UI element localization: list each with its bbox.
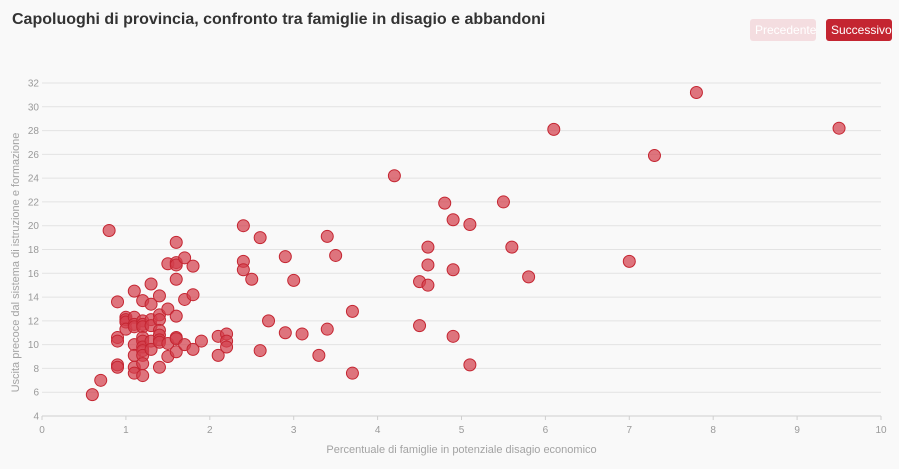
y-axis-title: Uscita precoce dal sistema di istruzione… — [10, 133, 22, 393]
data-point — [186, 259, 200, 273]
data-point — [463, 358, 477, 372]
data-point — [144, 342, 158, 356]
data-point — [144, 297, 158, 311]
x-tick-label: 8 — [710, 425, 716, 436]
data-point — [161, 302, 175, 316]
x-tick-label: 1 — [123, 425, 129, 436]
data-point — [547, 122, 561, 136]
data-point — [496, 195, 510, 209]
data-point — [169, 272, 183, 286]
data-point — [832, 121, 846, 135]
data-point — [236, 219, 250, 233]
data-point — [262, 314, 276, 328]
y-tick-label: 30 — [28, 102, 40, 113]
data-point — [102, 223, 116, 237]
data-point — [152, 360, 166, 374]
data-point — [111, 360, 125, 374]
data-point — [647, 149, 661, 163]
data-point — [220, 340, 234, 354]
data-point — [136, 357, 150, 371]
data-point — [186, 342, 200, 356]
data-point — [522, 270, 536, 284]
data-point — [345, 304, 359, 318]
data-point — [446, 213, 460, 227]
y-tick-label: 24 — [28, 174, 40, 185]
next-button[interactable]: Successivo — [826, 19, 892, 41]
data-point — [178, 251, 192, 265]
data-point — [278, 326, 292, 340]
data-point — [127, 284, 141, 298]
data-point — [320, 229, 334, 243]
x-tick-label: 7 — [627, 425, 633, 436]
y-tick-label: 6 — [33, 388, 39, 399]
y-tick-label: 16 — [28, 269, 40, 280]
y-tick-label: 22 — [28, 197, 40, 208]
data-point — [329, 248, 343, 262]
data-point — [413, 319, 427, 333]
data-point — [622, 254, 636, 268]
y-tick-label: 8 — [33, 364, 39, 375]
data-point — [345, 366, 359, 380]
data-point — [421, 278, 435, 292]
data-point — [312, 348, 326, 362]
x-tick-label: 0 — [39, 425, 45, 436]
data-point — [278, 250, 292, 264]
y-tick-label: 4 — [33, 412, 39, 423]
data-point — [387, 169, 401, 183]
data-point — [169, 345, 183, 359]
data-point — [136, 369, 150, 383]
data-point — [245, 272, 259, 286]
x-tick-label: 6 — [543, 425, 549, 436]
y-tick-label: 14 — [28, 293, 40, 304]
y-tick-label: 32 — [28, 79, 40, 90]
data-point — [236, 263, 250, 277]
data-point — [438, 196, 452, 210]
data-point — [111, 334, 125, 348]
x-tick-label: 4 — [375, 425, 381, 436]
y-tick-label: 10 — [28, 340, 40, 351]
data-point — [446, 263, 460, 277]
data-point — [111, 295, 125, 309]
data-point — [169, 309, 183, 323]
data-point — [320, 322, 334, 336]
chart-title: Capoluoghi di provincia, confronto tra f… — [12, 11, 546, 28]
data-point — [152, 289, 166, 303]
x-tick-label: 5 — [459, 425, 465, 436]
y-tick-label: 28 — [28, 126, 40, 137]
data-point — [169, 258, 183, 272]
data-point — [169, 235, 183, 249]
data-point — [211, 348, 225, 362]
y-tick-label: 18 — [28, 245, 40, 256]
data-point — [253, 344, 267, 358]
data-point — [446, 329, 460, 343]
x-tick-label: 9 — [794, 425, 800, 436]
data-point — [253, 231, 267, 245]
data-point — [421, 240, 435, 254]
x-tick-label: 10 — [875, 425, 887, 436]
previous-button[interactable]: Precedente — [750, 19, 816, 41]
data-point — [85, 388, 99, 402]
grid-lines — [42, 82, 881, 417]
y-tick-label: 26 — [28, 150, 40, 161]
x-axis-title: Percentuale di famiglie in potenziale di… — [326, 444, 596, 456]
data-point — [287, 273, 301, 287]
data-point — [463, 218, 477, 232]
data-point — [186, 288, 200, 302]
x-tick-label: 3 — [291, 425, 297, 436]
data-point — [94, 373, 108, 387]
data-point — [152, 313, 166, 327]
data-point — [144, 277, 158, 291]
data-point — [505, 240, 519, 254]
data-points — [85, 86, 846, 402]
data-point — [689, 86, 703, 100]
x-tick-label: 2 — [207, 425, 213, 436]
y-tick-label: 20 — [28, 221, 40, 232]
y-tick-label: 12 — [28, 316, 40, 327]
data-point — [194, 334, 208, 348]
data-point — [421, 258, 435, 272]
data-point — [295, 327, 309, 341]
